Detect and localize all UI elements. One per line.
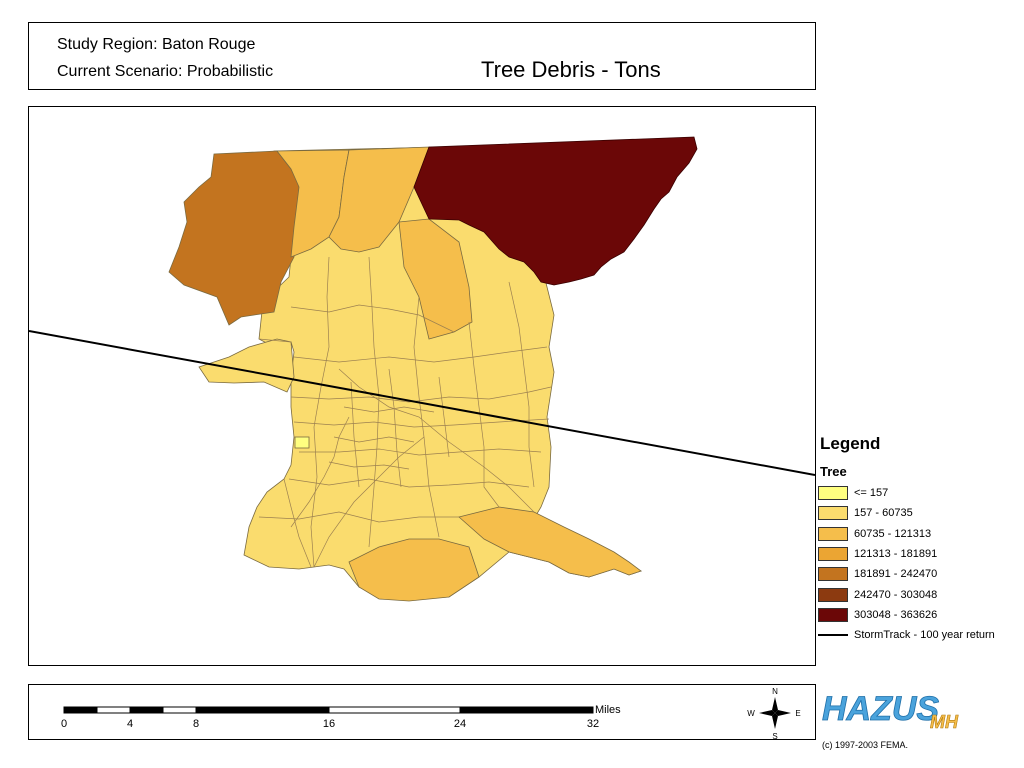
legend-line-entry: StormTrack - 100 year return bbox=[818, 625, 1024, 645]
region-map bbox=[29, 136, 815, 602]
north-arrow-icon: N S W E bbox=[747, 687, 800, 741]
scale-bar: 0 4 8 16 24 32 Miles N S W E bbox=[61, 687, 801, 741]
scale-tick-32: 32 bbox=[587, 718, 599, 730]
copyright-text: (c) 1997-2003 FEMA. bbox=[822, 740, 909, 750]
tract-60735-121313-south bbox=[348, 538, 480, 602]
legend-class-label: <= 157 bbox=[854, 487, 889, 500]
legend-class-row: 157 - 60735 bbox=[818, 503, 1024, 523]
legend-swatch bbox=[818, 547, 848, 562]
map-header: Study Region: Baton Rouge Current Scenar… bbox=[28, 22, 816, 90]
west-label: W bbox=[747, 709, 755, 718]
scale-seg bbox=[328, 706, 461, 714]
legend-swatch bbox=[818, 587, 848, 602]
south-label: S bbox=[772, 732, 777, 739]
scale-tick-4: 4 bbox=[127, 718, 133, 730]
scale-seg bbox=[195, 706, 330, 714]
legend-layer-name: Tree bbox=[820, 464, 847, 479]
legend-line-label: StormTrack - 100 year return bbox=[854, 629, 995, 642]
map-title: Tree Debris - Tons bbox=[481, 57, 661, 82]
tract-157-60735-west bbox=[198, 338, 295, 393]
legend-class-label: 181891 - 242470 bbox=[854, 568, 938, 581]
hazus-logo: HAZUS MH bbox=[822, 690, 960, 733]
hazus-logo-suffix: MH bbox=[930, 712, 959, 732]
scale-seg bbox=[162, 706, 197, 714]
scale-bar-ticks: 0 4 8 16 24 32 bbox=[61, 718, 599, 730]
legend-class-label: 60735 - 121313 bbox=[854, 527, 932, 540]
legend-class-row: 181891 - 242470 bbox=[818, 564, 1024, 584]
scale-tick-24: 24 bbox=[454, 718, 466, 730]
east-label: E bbox=[795, 709, 800, 718]
legend: Legend Tree <= 157 157 - 60735 60735 - 12… bbox=[818, 434, 1024, 645]
scenario-label: Current Scenario: Probabilistic bbox=[57, 63, 274, 80]
tract-boundaries bbox=[258, 256, 552, 568]
north-label: N bbox=[772, 687, 778, 696]
storm-track-symbol bbox=[818, 634, 848, 637]
scale-unit: Miles bbox=[595, 704, 621, 716]
scale-bar-frame: 0 4 8 16 24 32 Miles N S W E bbox=[28, 684, 816, 741]
hazus-logo-text: HAZUS bbox=[822, 690, 939, 728]
legend-class-row: 303048 - 363626 bbox=[818, 605, 1024, 625]
legend-class-row: 60735 - 121313 bbox=[818, 524, 1024, 544]
legend-swatch bbox=[818, 486, 848, 501]
legend-swatch bbox=[818, 607, 848, 622]
legend-swatch bbox=[818, 506, 848, 521]
scale-seg bbox=[129, 706, 164, 714]
map-frame bbox=[28, 106, 816, 666]
legend-swatch bbox=[818, 526, 848, 541]
storm-track-line bbox=[29, 330, 815, 476]
legend-class-label: 157 - 60735 bbox=[854, 507, 913, 520]
legend-classes: <= 157 157 - 60735 60735 - 121313 121313 -… bbox=[818, 483, 1024, 625]
study-region-label: Study Region: Baton Rouge bbox=[57, 36, 256, 53]
legend-class-label: 303048 - 363626 bbox=[854, 608, 938, 621]
tract-303048-363626 bbox=[413, 136, 698, 286]
scale-seg bbox=[96, 706, 131, 714]
legend-class-row: 242470 - 303048 bbox=[818, 584, 1024, 604]
scale-tick-16: 16 bbox=[323, 718, 335, 730]
legend-class-row: <= 157 bbox=[818, 483, 1024, 503]
scale-seg bbox=[63, 706, 98, 714]
legend-swatch bbox=[818, 567, 848, 582]
scale-tick-0: 0 bbox=[61, 718, 67, 730]
legend-class-label: 242470 - 303048 bbox=[854, 588, 938, 601]
legend-class-row: 121313 - 181891 bbox=[818, 544, 1024, 564]
tract-60735-121313-se bbox=[458, 506, 642, 578]
tract-le-157 bbox=[294, 436, 310, 449]
legend-title: Legend bbox=[820, 434, 881, 453]
scale-tick-8: 8 bbox=[193, 718, 199, 730]
legend-class-label: 121313 - 181891 bbox=[854, 548, 938, 561]
scale-seg bbox=[459, 706, 594, 714]
tract-60735-121313-c bbox=[398, 218, 473, 340]
scale-bar-segments bbox=[63, 706, 594, 714]
